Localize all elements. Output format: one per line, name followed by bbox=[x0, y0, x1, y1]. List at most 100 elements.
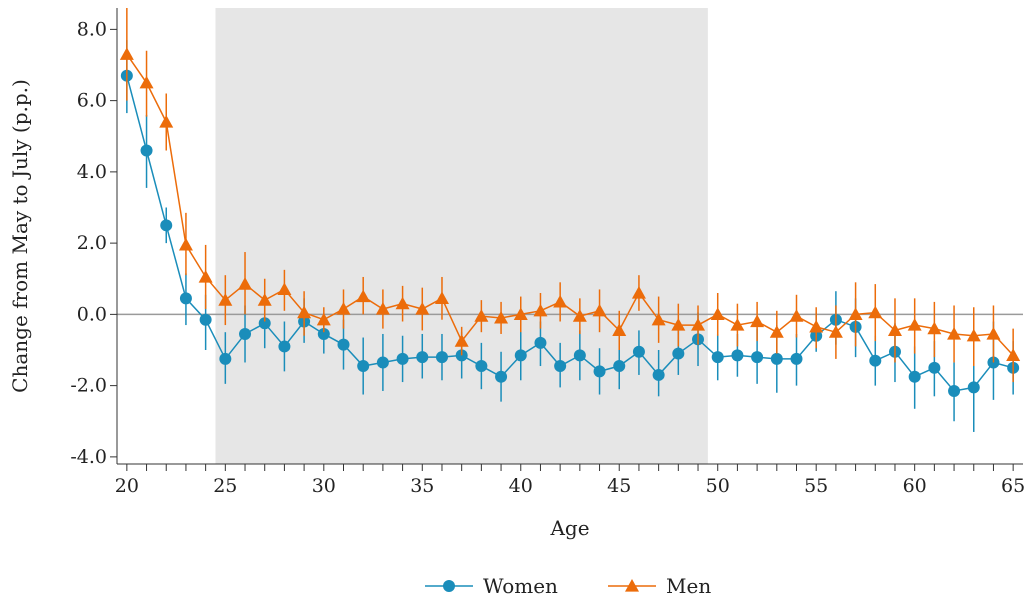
data-point bbox=[454, 334, 469, 347]
data-point bbox=[789, 309, 804, 322]
y-tick-label: 8.0 bbox=[77, 18, 107, 40]
data-point bbox=[376, 356, 389, 369]
data-point bbox=[239, 327, 252, 340]
legend: Women Men bbox=[425, 574, 711, 598]
data-point bbox=[375, 302, 390, 315]
series-men bbox=[119, 8, 1021, 383]
data-point bbox=[731, 349, 744, 362]
data-point bbox=[416, 351, 429, 364]
legend-item-men: Men bbox=[608, 574, 711, 598]
data-point bbox=[513, 307, 528, 320]
data-point bbox=[494, 310, 509, 324]
shaded-region-layer bbox=[215, 8, 708, 464]
data-point bbox=[868, 305, 883, 319]
data-point bbox=[887, 323, 902, 337]
x-tick-label: 65 bbox=[1001, 475, 1025, 497]
axes-layer: -4.0 -2.0 0.0 2.0 4.0 6.0 8.0 20 25 30 35 40 45 50 55 6… bbox=[70, 8, 1025, 497]
data-point bbox=[139, 75, 154, 89]
data-point bbox=[317, 327, 330, 340]
data-point bbox=[258, 317, 271, 330]
x-tick-label: 25 bbox=[213, 475, 237, 497]
x-tick-label: 60 bbox=[903, 475, 927, 497]
legend-item-women: Women bbox=[425, 574, 558, 598]
legend-marker bbox=[625, 579, 639, 592]
shaded-age-range bbox=[215, 8, 708, 464]
y-axis-label: Change from May to July (p.p.) bbox=[8, 79, 32, 393]
data-point bbox=[140, 144, 153, 157]
data-point bbox=[396, 352, 409, 365]
data-point bbox=[356, 289, 371, 303]
data-point bbox=[869, 354, 882, 367]
data-point bbox=[828, 325, 843, 338]
data-point bbox=[947, 326, 962, 340]
x-tick-label: 30 bbox=[312, 475, 336, 497]
data-point bbox=[278, 340, 291, 353]
y-tick-label: 2.0 bbox=[77, 232, 107, 254]
data-point bbox=[257, 293, 272, 306]
data-point bbox=[671, 318, 686, 331]
data-point bbox=[907, 318, 922, 331]
series-line-women bbox=[126, 75, 1014, 392]
data-point bbox=[357, 360, 370, 373]
data-point bbox=[790, 352, 803, 365]
data-point bbox=[534, 336, 547, 349]
data-point bbox=[573, 349, 586, 362]
legend-marker bbox=[443, 580, 455, 592]
data-point bbox=[691, 318, 706, 331]
data-point bbox=[948, 384, 961, 397]
data-point bbox=[336, 302, 351, 315]
y-tick-label: 0.0 bbox=[77, 303, 107, 325]
legend-label: Women bbox=[483, 574, 558, 598]
y-tick-label: -4.0 bbox=[70, 446, 107, 468]
data-point bbox=[651, 312, 666, 326]
data-point bbox=[219, 352, 232, 365]
data-point bbox=[514, 349, 527, 362]
data-point bbox=[613, 360, 626, 373]
data-point bbox=[986, 326, 1001, 340]
data-point bbox=[848, 307, 863, 320]
data-point bbox=[750, 314, 765, 328]
data-point bbox=[199, 313, 212, 326]
data-point bbox=[1006, 348, 1021, 361]
data-point bbox=[631, 286, 646, 299]
x-tick-label: 20 bbox=[115, 475, 139, 497]
data-point bbox=[711, 351, 724, 364]
data-point bbox=[809, 319, 824, 333]
data-point bbox=[928, 361, 941, 374]
data-point bbox=[297, 305, 312, 319]
data-point bbox=[967, 381, 980, 394]
data-point bbox=[198, 269, 213, 283]
y-tick-label: 6.0 bbox=[77, 90, 107, 112]
data-point bbox=[160, 219, 173, 232]
data-point bbox=[337, 338, 350, 351]
data-point bbox=[769, 325, 784, 338]
data-point bbox=[179, 292, 192, 305]
data-point bbox=[119, 47, 134, 60]
data-point bbox=[553, 294, 568, 308]
data-point bbox=[730, 318, 745, 331]
data-point bbox=[159, 115, 174, 128]
x-tick-label: 50 bbox=[706, 475, 730, 497]
data-point bbox=[474, 309, 489, 322]
x-tick-label: 45 bbox=[607, 475, 631, 497]
series-line-men bbox=[126, 53, 1014, 356]
data-point bbox=[533, 303, 548, 317]
x-tick-label: 55 bbox=[804, 475, 828, 497]
y-tick-label: 4.0 bbox=[77, 161, 107, 183]
data-point bbox=[927, 321, 942, 335]
data-point bbox=[178, 237, 193, 251]
data-point bbox=[218, 293, 233, 306]
data-point bbox=[495, 370, 508, 383]
data-point bbox=[395, 296, 410, 310]
data-point bbox=[710, 307, 725, 320]
data-point bbox=[612, 323, 627, 337]
x-tick-label: 35 bbox=[410, 475, 434, 497]
data-point bbox=[475, 360, 488, 373]
data-point bbox=[632, 345, 645, 358]
data-point bbox=[415, 302, 430, 315]
data-point bbox=[592, 303, 607, 317]
data-point bbox=[751, 351, 764, 364]
legend-label: Men bbox=[666, 574, 711, 598]
data-point bbox=[554, 360, 567, 373]
y-tick-label: -2.0 bbox=[70, 375, 107, 397]
